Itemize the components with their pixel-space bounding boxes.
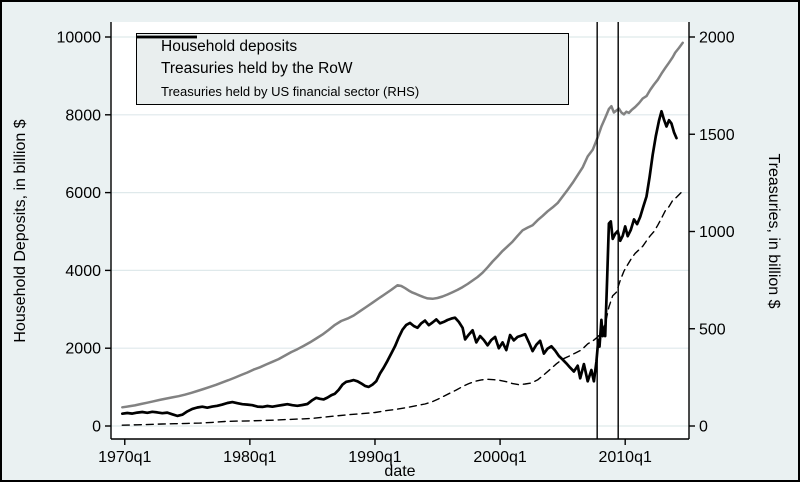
x-tick-label: 1980q1: [223, 449, 276, 466]
series-treasuries-held-by-us-financial-sector-rhs-: [120, 109, 678, 418]
y-right-tick-label: 1000: [699, 224, 735, 241]
y-left-tick-label: 0: [92, 419, 101, 436]
legend-label: Household deposits: [161, 38, 298, 55]
legend-label: Treasuries held by the RoW: [161, 60, 353, 77]
y-left-tick-label: 10000: [57, 30, 102, 47]
y-right-tick-label: 500: [699, 321, 726, 338]
y-left-axis-title: Household Deposits, in billion $: [12, 119, 29, 342]
legend-entry-household-deposits: Household deposits: [137, 35, 568, 58]
legend: Household deposits Treasuries held by th…: [136, 33, 569, 105]
series-treasuries-held-by-the-row: [121, 190, 684, 426]
x-tick-label: 2010q1: [598, 449, 651, 466]
x-axis-title: date: [384, 463, 415, 480]
y-left-tick-label: 2000: [65, 341, 101, 358]
y-left-tick-label: 8000: [65, 107, 101, 124]
y-right-tick-label: 1500: [699, 127, 735, 144]
legend-entry-treasuries-us-financial: Treasuries held by US financial sector (…: [137, 35, 568, 102]
x-tick-label: 1990q1: [348, 449, 401, 466]
legend-entry-treasuries-row: Treasuries held by the RoW: [137, 36, 568, 80]
y-right-tick-label: 2000: [699, 30, 735, 47]
y-right-axis-title: Treasuries, in billion $: [765, 153, 782, 308]
y-left-tick-label: 4000: [65, 263, 101, 280]
y-right-tick-label: 0: [699, 419, 708, 436]
legend-label: Treasuries held by US financial sector (…: [161, 83, 420, 99]
x-tick-label: 1970q1: [98, 449, 151, 466]
black-solid-line-sample-icon: [137, 35, 197, 39]
series-household-deposits: [121, 41, 684, 409]
x-tick-label: 2000q1: [473, 449, 526, 466]
y-left-tick-label: 6000: [65, 185, 101, 202]
